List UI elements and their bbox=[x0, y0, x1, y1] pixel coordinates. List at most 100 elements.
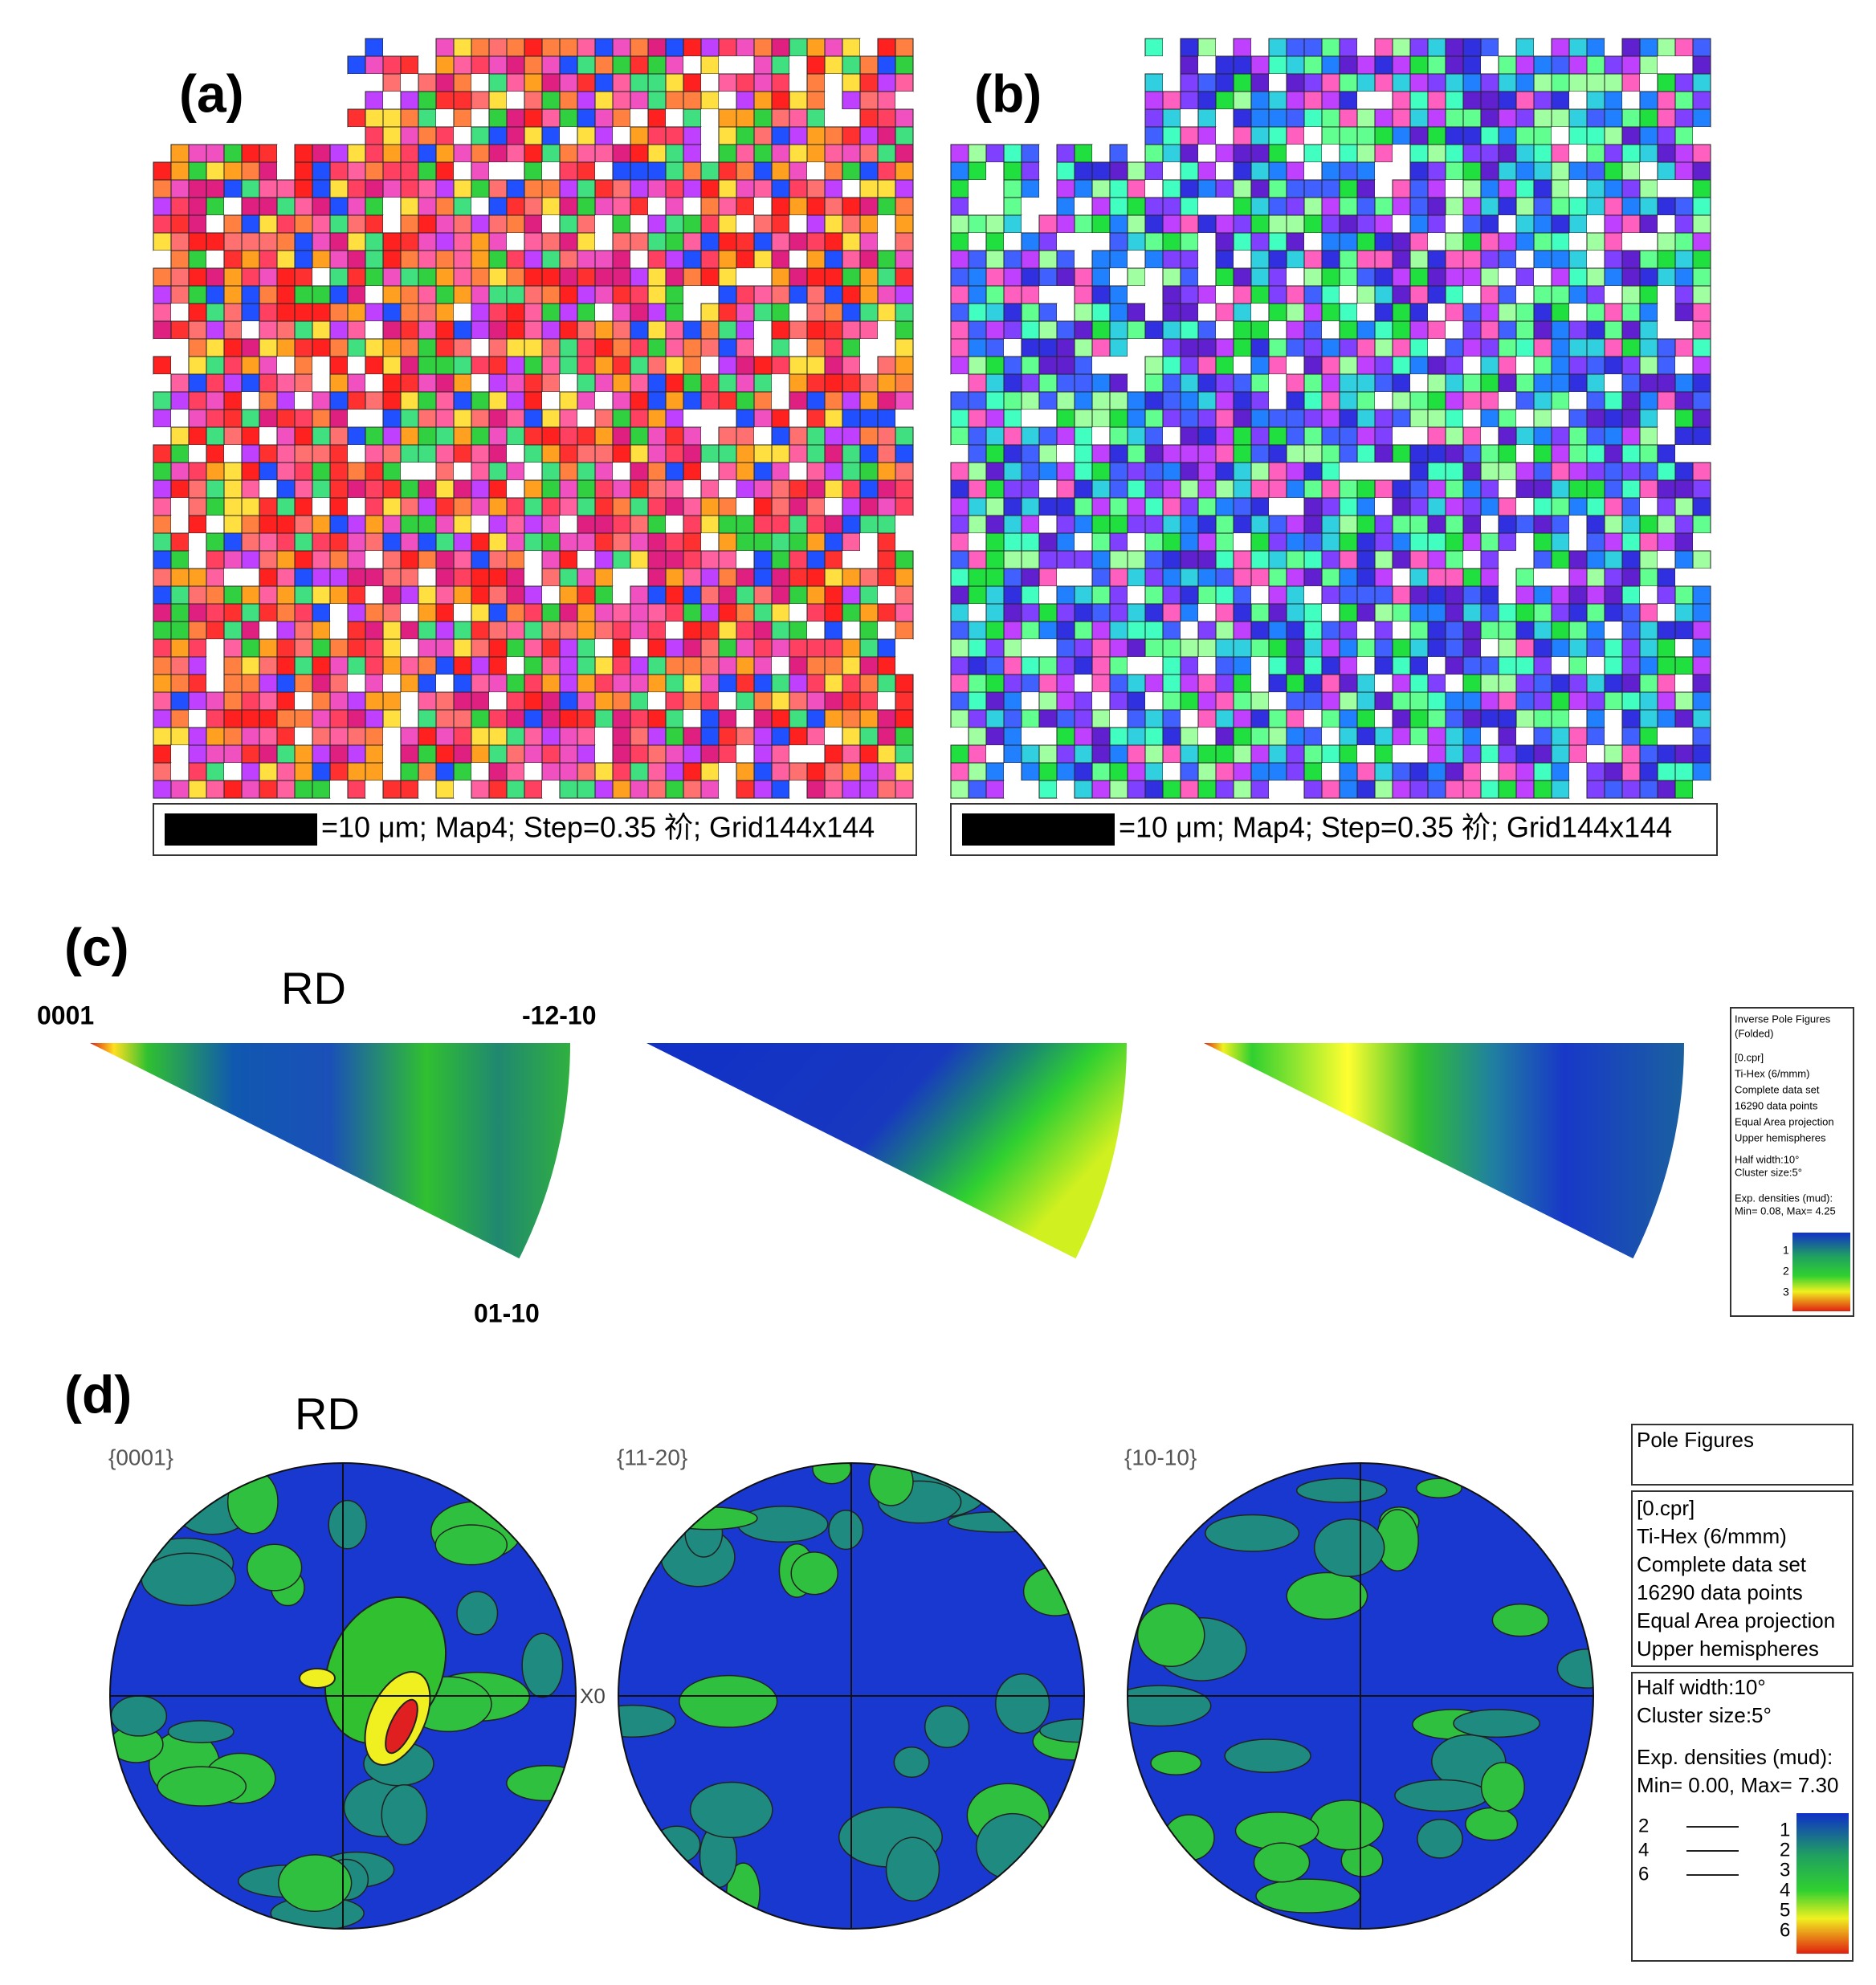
grain bbox=[1480, 161, 1499, 181]
grain bbox=[895, 462, 914, 481]
grain bbox=[488, 444, 508, 463]
grain bbox=[1693, 533, 1711, 551]
grain bbox=[1091, 391, 1111, 410]
grain bbox=[488, 603, 508, 622]
grain bbox=[877, 744, 896, 764]
grain bbox=[1127, 691, 1146, 711]
grain bbox=[1074, 709, 1093, 728]
grain bbox=[1445, 497, 1464, 516]
grain bbox=[541, 550, 561, 569]
grain bbox=[1269, 374, 1287, 392]
grain bbox=[1640, 498, 1658, 516]
grain bbox=[877, 709, 896, 728]
grain bbox=[789, 515, 808, 534]
grain bbox=[1480, 656, 1499, 675]
grain bbox=[1003, 621, 1022, 640]
grain bbox=[1074, 426, 1093, 446]
grain bbox=[223, 303, 243, 322]
grain bbox=[206, 320, 225, 340]
grain bbox=[1480, 532, 1499, 552]
grain bbox=[1621, 426, 1641, 446]
grain bbox=[877, 197, 896, 216]
grain bbox=[1180, 303, 1199, 322]
grain bbox=[1197, 550, 1217, 569]
grain bbox=[577, 762, 596, 781]
grain bbox=[401, 692, 418, 710]
grain bbox=[877, 762, 896, 781]
grain bbox=[612, 780, 631, 799]
grain bbox=[753, 656, 773, 675]
grain bbox=[1569, 180, 1587, 198]
grain bbox=[1693, 127, 1711, 145]
grain bbox=[223, 479, 243, 499]
grain bbox=[348, 92, 365, 109]
grain bbox=[1621, 585, 1641, 605]
grain bbox=[824, 515, 843, 534]
grain bbox=[806, 197, 826, 216]
grain bbox=[1374, 550, 1393, 569]
grain bbox=[895, 232, 914, 251]
grain bbox=[968, 462, 987, 481]
grain bbox=[1250, 73, 1270, 92]
grain bbox=[683, 304, 701, 321]
grain bbox=[276, 709, 296, 728]
grain bbox=[968, 144, 987, 163]
grain bbox=[771, 338, 790, 357]
grain bbox=[1586, 73, 1605, 92]
panel-label: (c) bbox=[64, 917, 129, 976]
grain bbox=[842, 568, 861, 587]
grain bbox=[241, 444, 260, 463]
grain bbox=[895, 568, 914, 587]
grain bbox=[206, 303, 225, 322]
grain bbox=[1145, 304, 1163, 321]
grain bbox=[1109, 144, 1128, 163]
grain bbox=[1197, 179, 1217, 198]
grain bbox=[718, 267, 737, 287]
grain bbox=[1163, 56, 1181, 74]
grain bbox=[612, 55, 631, 75]
grain bbox=[1144, 250, 1164, 269]
grain bbox=[968, 674, 987, 693]
grain bbox=[1551, 356, 1570, 375]
grain bbox=[524, 444, 543, 463]
grain bbox=[612, 762, 631, 781]
grain bbox=[1215, 444, 1234, 463]
grain bbox=[824, 179, 843, 198]
grain bbox=[1162, 585, 1181, 605]
grain bbox=[1480, 214, 1499, 234]
grain bbox=[1356, 144, 1376, 163]
grain bbox=[1657, 38, 1676, 57]
grain bbox=[418, 144, 437, 163]
grain bbox=[1392, 338, 1411, 357]
grain bbox=[895, 780, 914, 799]
grain bbox=[1569, 533, 1587, 551]
grain bbox=[223, 462, 243, 481]
grain bbox=[365, 338, 384, 357]
grain bbox=[1198, 304, 1216, 321]
grain bbox=[524, 656, 543, 675]
grain bbox=[170, 179, 190, 198]
grain bbox=[1075, 569, 1092, 586]
grain bbox=[630, 603, 649, 622]
grain bbox=[1374, 144, 1393, 163]
grain bbox=[276, 462, 296, 481]
grain bbox=[1462, 497, 1482, 516]
grain bbox=[1568, 320, 1588, 340]
grain bbox=[1393, 427, 1410, 445]
grain bbox=[153, 462, 172, 481]
grain bbox=[1022, 639, 1039, 657]
grain bbox=[541, 515, 561, 534]
grain bbox=[435, 38, 455, 57]
grain bbox=[1534, 268, 1552, 286]
grain bbox=[1233, 638, 1252, 658]
grain bbox=[241, 285, 260, 304]
grain bbox=[1268, 179, 1287, 198]
grain bbox=[1692, 656, 1711, 675]
grain bbox=[365, 674, 384, 693]
grain bbox=[1250, 744, 1270, 764]
grain bbox=[347, 638, 366, 658]
grain bbox=[630, 391, 649, 410]
grain bbox=[736, 426, 755, 446]
grain bbox=[206, 727, 225, 746]
grain bbox=[1144, 91, 1164, 110]
